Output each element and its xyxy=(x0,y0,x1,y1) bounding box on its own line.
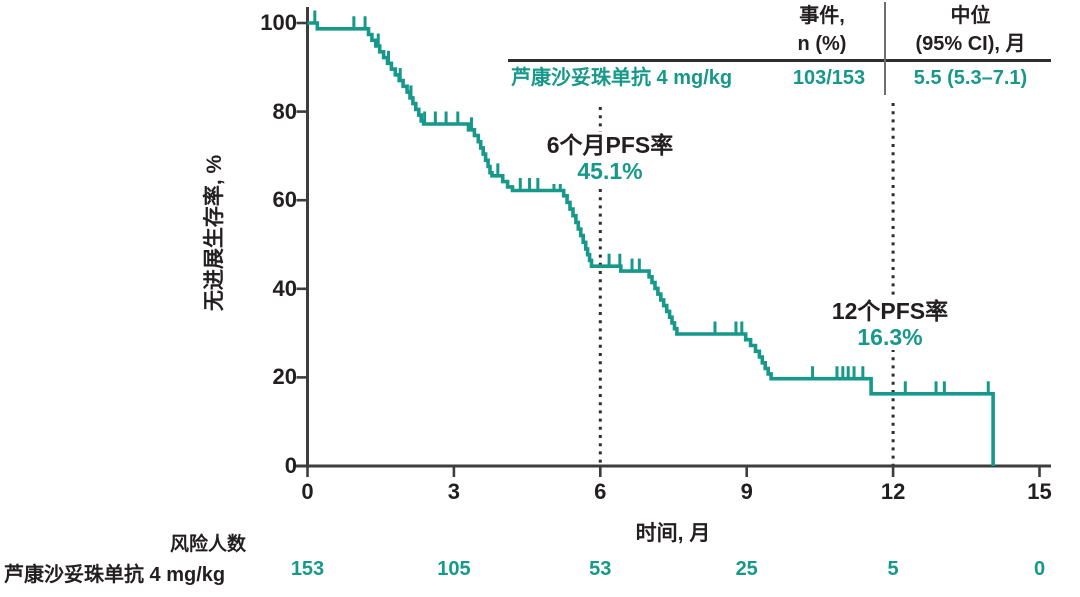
x-tick-label-9: 9 xyxy=(740,479,753,504)
table-row-median-value: 5.5 (5.3–7.1) xyxy=(913,67,1028,89)
annotation-6-month-pfs-value: 45.1% xyxy=(577,158,643,184)
table-column-divider xyxy=(884,2,886,95)
y-tick-label-40: 40 xyxy=(272,275,297,301)
risk-table-title: 风险人数 xyxy=(170,534,247,555)
y-tick-label-80: 80 xyxy=(272,98,297,124)
x-tick-label-0: 0 xyxy=(301,479,314,504)
y-tick-label-20: 20 xyxy=(272,364,297,390)
annotation-12-month-pfs-value: 16.3% xyxy=(857,324,923,350)
x-tick-label-3: 3 xyxy=(447,479,461,504)
x-axis-title: 时间, 月 xyxy=(635,522,711,545)
table-header-events: 事件, n (%) xyxy=(757,2,887,58)
table-header-rule xyxy=(508,59,1051,62)
y-tick-label-0: 0 xyxy=(284,453,297,478)
risk-value-month-0: 153 xyxy=(290,558,325,580)
annotation-12-month-pfs-label: 12个PFS率 xyxy=(831,298,949,324)
risk-value-month-3: 105 xyxy=(437,558,471,580)
table-header-median-line2: (95% CI), 月 xyxy=(915,33,1026,55)
x-tick-label-6: 6 xyxy=(594,479,607,504)
x-tick-label-15: 15 xyxy=(1027,479,1052,504)
risk-value-month-6: 53 xyxy=(589,558,612,580)
x-tick-label-12: 12 xyxy=(880,479,906,504)
risk-value-month-9: 25 xyxy=(735,558,758,580)
table-row-events-value: 103/153 xyxy=(792,67,866,89)
table-row-treatment-name: 芦康沙妥珠单抗 4 mg/kg xyxy=(511,67,733,89)
table-header-median: 中位 (95% CI), 月 xyxy=(888,2,1053,58)
table-header-events-line1: 事件, xyxy=(799,5,845,27)
table-header-events-line2: n (%) xyxy=(797,33,847,55)
y-tick-label-60: 60 xyxy=(272,187,297,213)
risk-value-month-12: 5 xyxy=(887,558,899,580)
table-header-median-line1: 中位 xyxy=(950,5,991,27)
y-axis-title: 无进展生存率, % xyxy=(203,154,226,312)
risk-table-row-label: 芦康沙妥珠单抗 4 mg/kg xyxy=(4,564,226,586)
km-curve xyxy=(307,21,995,466)
y-tick-label-100: 100 xyxy=(260,10,297,35)
annotation-6-month-pfs: 6个月PFS率 45.1% xyxy=(542,132,678,184)
risk-value-month-15: 0 xyxy=(1033,558,1046,580)
annotation-12-month-pfs: 12个PFS率 16.3% xyxy=(827,298,953,350)
annotation-6-month-pfs-label: 6个月PFS率 xyxy=(546,132,674,158)
